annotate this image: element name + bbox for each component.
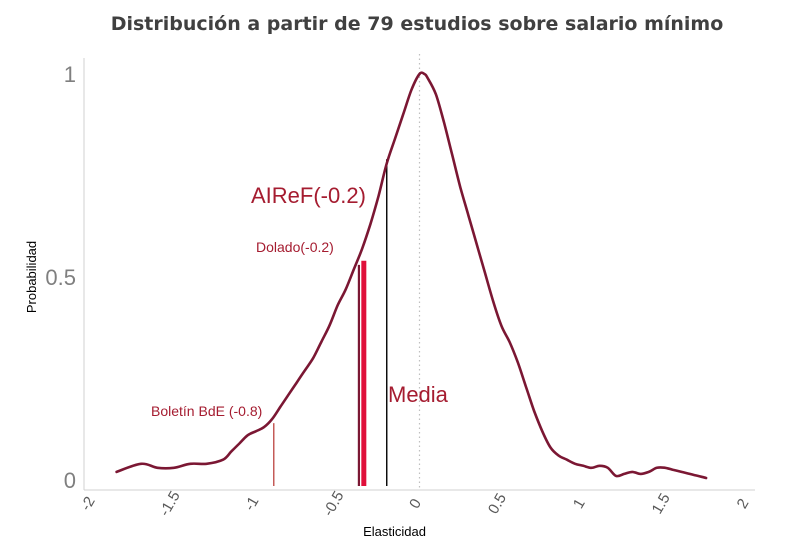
x-tick-label: 1.5 [649,490,674,517]
x-tick-label: 0 [406,496,425,512]
y-tick-label: 1 [64,62,76,87]
x-tick-label: -0.5 [320,488,348,519]
annotation-airef: AIReF(-0.2) [251,183,366,208]
y-ticks: 00.51 [45,62,76,493]
x-tick-label: -2 [77,494,98,514]
y-tick-label: 0.5 [45,265,76,290]
density-curve [115,71,708,480]
annotation-boletin-bde: Boletín BdE (-0.8) [151,403,262,419]
y-tick-label: 0 [64,468,76,493]
annotation-dolado: Dolado(-0.2) [256,239,334,255]
x-tick-label: 2 [734,496,753,512]
chart-title: Distribución a partir de 79 estudios sob… [111,13,724,35]
marker-lines [273,159,388,486]
x-tick-label: 0.5 [485,490,510,517]
x-axis-label: Elasticidad [363,524,426,539]
annotation-media: Media [388,382,449,407]
x-ticks: -2 -1.5 -1 -0.5 0 0.5 1 1.5 2 [77,488,752,519]
x-tick-label: -1 [241,494,262,514]
x-tick-label: 1 [570,496,589,512]
x-tick-label: -1.5 [156,488,184,519]
y-axis-label: Probabilidad [24,241,39,313]
